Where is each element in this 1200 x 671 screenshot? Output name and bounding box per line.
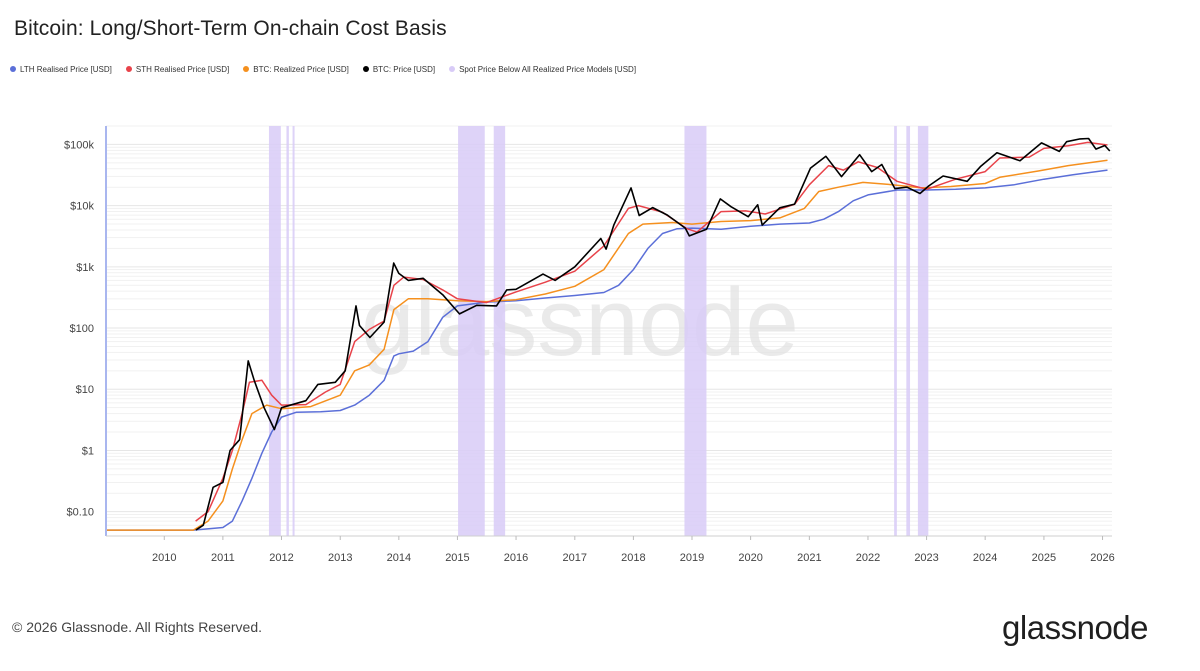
x-tick-label: 2023 — [914, 552, 938, 564]
shaded-region — [458, 126, 485, 536]
chart-title: Bitcoin: Long/Short-Term On-chain Cost B… — [14, 17, 447, 40]
legend-dot-icon — [362, 66, 369, 72]
watermark-text: glassnode — [361, 269, 799, 376]
legend-label: BTC: Realized Price [USD] — [253, 64, 349, 74]
series-line-price — [195, 137, 1111, 531]
legend-label: BTC: Price [USD] — [372, 64, 436, 74]
shaded-region — [292, 126, 295, 536]
legend-item-realized[interactable]: BTC: Realized Price [USD] — [243, 65, 349, 74]
x-tick-label: 2013 — [328, 552, 352, 564]
x-tick-label: 2018 — [621, 552, 645, 564]
shaded-region — [268, 126, 281, 536]
y-tick-labels: $0.10 $1 $10 $100 $1k $10k $100k — [64, 139, 94, 518]
x-tick-label: 2024 — [973, 552, 997, 564]
series-lines — [106, 137, 1111, 531]
series-line-lth — [106, 169, 1108, 531]
legend-item-lth[interactable]: LTH Realised Price [USD] — [10, 65, 112, 74]
legend-dot-icon — [10, 66, 16, 72]
legend-dot-icon — [125, 66, 132, 72]
shaded-region — [917, 126, 929, 536]
x-tick-label: 2016 — [504, 552, 528, 564]
x-tick-label: 2012 — [269, 552, 293, 564]
y-tick-label: $100 — [70, 323, 94, 335]
legend-label: STH Realised Price [USD] — [135, 64, 230, 74]
copyright-text: © 2026 Glassnode. All Rights Reserved. — [12, 619, 263, 635]
x-tick-label: 2025 — [1032, 552, 1056, 564]
brand-logo: glassnode — [1002, 609, 1148, 646]
shaded-region — [493, 126, 506, 536]
x-tick-label: 2026 — [1090, 552, 1114, 564]
x-tick-label: 2017 — [563, 552, 587, 564]
shaded-region — [906, 126, 911, 536]
y-tick-label: $0.10 — [66, 507, 94, 519]
legend-item-price[interactable]: BTC: Price [USD] — [362, 64, 436, 74]
legend-label: Spot Price Below All Realized Price Mode… — [459, 64, 637, 74]
y-tick-label: $10k — [70, 201, 94, 213]
axes — [105, 126, 1112, 537]
x-tick-label: 2011 — [211, 552, 235, 564]
y-tick-label: $1 — [82, 445, 94, 457]
legend-label: LTH Realised Price [USD] — [20, 64, 112, 74]
shaded-region — [894, 126, 897, 536]
x-tick-label: 2015 — [445, 552, 469, 564]
y-tick-label: $1k — [76, 262, 94, 274]
y-tick-label: $100k — [64, 139, 94, 151]
legend-item-spot-below[interactable]: Spot Price Below All Realized Price Mode… — [449, 65, 636, 74]
chart-legend: LTH Realised Price [USD] STH Realised Pr… — [10, 62, 650, 76]
legend-dot-icon — [243, 66, 250, 72]
x-tick-label: 2019 — [680, 552, 704, 564]
x-tick-label: 2021 — [797, 552, 821, 564]
x-tick-label: 2022 — [856, 552, 880, 564]
legend-item-sth[interactable]: STH Realised Price [USD] — [125, 64, 230, 74]
x-tick-labels: 2010 2011 2012 2013 2014 2015 2016 2017 2018 2019… — [152, 536, 1115, 564]
y-tick-label: $10 — [76, 384, 94, 396]
x-tick-label: 2010 — [152, 552, 176, 564]
shaded-region — [684, 126, 707, 536]
x-tick-label: 2020 — [738, 552, 762, 564]
legend-dot-icon — [449, 66, 456, 72]
x-tick-label: 2014 — [387, 552, 411, 564]
shaded-region — [286, 126, 289, 536]
